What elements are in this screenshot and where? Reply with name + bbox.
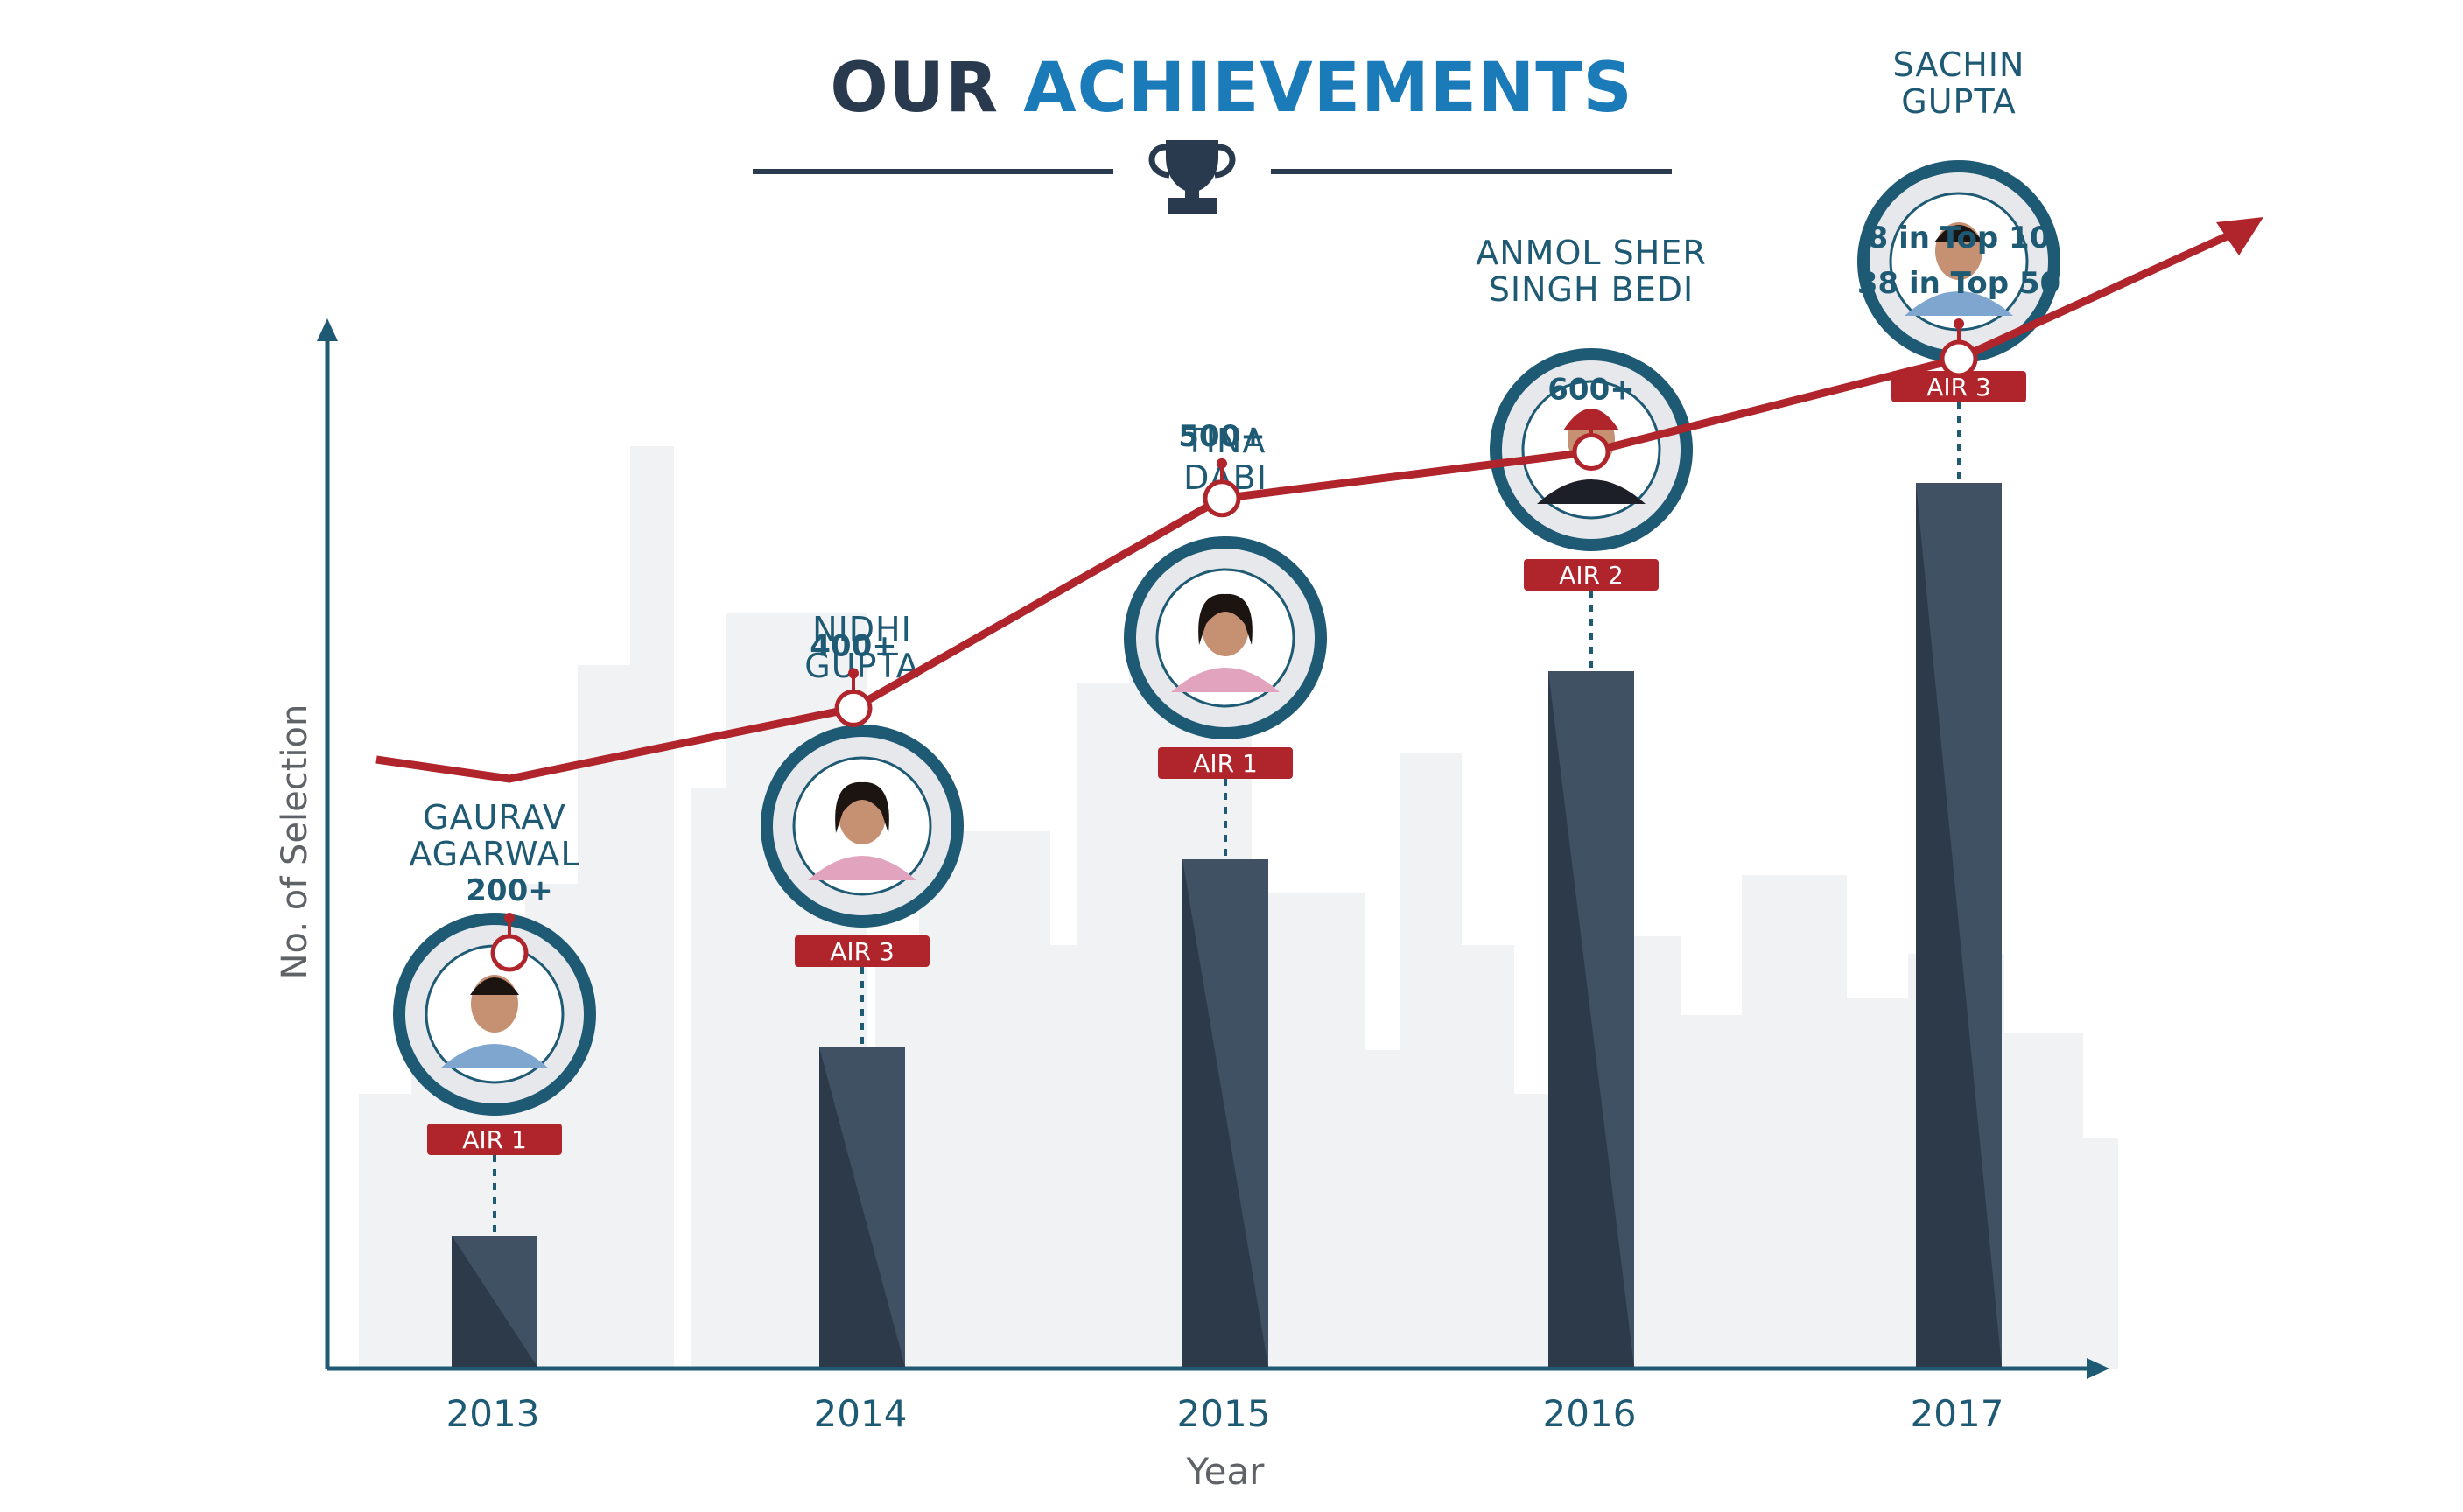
portrait-shoulders — [440, 1044, 549, 1068]
bar-2017 — [1916, 483, 2002, 1367]
topper-photo — [761, 724, 964, 928]
x-tick-label: 2016 — [1543, 1392, 1637, 1435]
x-tick-label: 2013 — [446, 1392, 540, 1435]
topper-photo — [1124, 536, 1327, 739]
bar-highlight — [452, 1236, 537, 1367]
bar-highlight — [1916, 483, 2002, 1367]
skyline-building — [1400, 752, 1462, 1368]
selection-count-label: 400+ — [810, 628, 896, 663]
portrait-shoulders — [1171, 668, 1280, 692]
woman-portrait-icon — [1171, 593, 1280, 692]
rank-badge-bg — [795, 935, 930, 967]
selection-count-label: 600+ — [1547, 373, 1634, 408]
trend-point-marker — [1572, 433, 1610, 472]
rank-badge: AIR 2 — [1524, 559, 1659, 591]
portrait-hair — [1198, 593, 1253, 645]
man-portrait-icon — [440, 975, 549, 1068]
portrait-shoulders — [1905, 291, 2013, 316]
x-tick-label: 2015 — [1177, 1392, 1271, 1435]
skyline-building — [630, 446, 674, 1368]
x-tick-label: 2017 — [1911, 1392, 2004, 1435]
trend-point-pin — [1217, 458, 1227, 469]
man-portrait-icon — [1905, 222, 2013, 316]
bar-2015 — [1182, 859, 1268, 1367]
rank-badge-bg — [1158, 747, 1293, 779]
bar-2016 — [1548, 671, 1634, 1367]
y-axis-arrow — [317, 318, 338, 341]
topper-name-line: SINGH BEDI — [1489, 270, 1694, 309]
x-axis-arrow — [2087, 1358, 2109, 1379]
bar-highlight — [1182, 859, 1268, 1367]
trend-point-marker — [490, 934, 529, 972]
x-tick-label: 2014 — [814, 1392, 908, 1435]
final-note-line: 8 in Top 10 — [1868, 220, 2051, 256]
chart-text-labels: 2013 2014 2015 2016 2017 Year No. of Selection — [275, 704, 2003, 1493]
topper-name-line: GUPTA — [1901, 82, 2016, 121]
selection-count-label: 200+ — [466, 873, 552, 908]
rank-badge-text: AIR 3 — [830, 937, 895, 966]
trend-point-2013: 200+ — [466, 873, 553, 972]
trend-point-pin — [1954, 318, 1964, 329]
bar-highlight — [819, 1047, 905, 1367]
woman-portrait-icon — [808, 781, 916, 880]
trend-point-pin — [1586, 411, 1596, 423]
trend-point-marker — [1203, 480, 1241, 518]
rank-badge-bg — [1524, 559, 1659, 591]
topper-name-line: GAURAV — [423, 798, 566, 836]
bar-highlight — [1548, 671, 1634, 1367]
trend-point-pin — [848, 668, 859, 679]
selection-count-label: 500+ — [1178, 419, 1265, 454]
chart-axes — [317, 318, 2109, 1379]
page-title: OUR ACHIEVEMENTS — [0, 54, 2463, 122]
rank-badge-text: AIR 1 — [1193, 749, 1258, 778]
topper-photo — [1857, 160, 2060, 363]
bar-2013 — [452, 1236, 537, 1367]
topper-name-line: SACHIN — [1893, 46, 2025, 84]
trend-point-marker — [834, 689, 873, 727]
rank-badge-bg — [1891, 371, 2026, 402]
y-axis-title: No. of Selection — [275, 704, 315, 980]
skyline-building — [2048, 1138, 2118, 1368]
portrait-hair — [470, 977, 519, 995]
rank-badge-bg — [427, 1124, 562, 1155]
portrait-hair — [835, 781, 889, 833]
topper-name-line: AGARWAL — [409, 835, 579, 873]
x-axis-title: Year — [1186, 1450, 1266, 1493]
trend-point-2016: 600+ — [1547, 373, 1635, 472]
rank-badge-text: AIR 2 — [1559, 561, 1624, 590]
rank-badge: AIR 3 — [795, 935, 930, 967]
title-part-1: OUR — [830, 49, 1000, 128]
trend-point-2015: 500+ — [1178, 419, 1266, 518]
title-decoration — [753, 140, 1672, 214]
title-part-2: ACHIEVEMENTS — [1023, 49, 1633, 128]
trend-arrow-head — [2216, 217, 2263, 256]
trend-point-marker — [1940, 340, 1978, 378]
portrait-hair — [1934, 225, 1983, 242]
portrait-shoulders — [808, 856, 916, 880]
trophy-icon — [1148, 140, 1236, 214]
rank-badge-text: AIR 1 — [462, 1125, 527, 1154]
topper-name-line: ANMOL SHER — [1476, 234, 1706, 272]
rank-badge: AIR 1 — [1158, 747, 1293, 779]
topper-name-line: NIDHI — [812, 610, 912, 648]
topper-photo — [393, 913, 596, 1116]
rank-badge: AIR 1 — [427, 1124, 562, 1155]
trend-point-2014: 400+ — [810, 628, 897, 727]
selection-trend-line: 200+ 400+ 500+ 600+ 8 in Top 10 38 in Top 50 — [375, 217, 2263, 972]
trend-point-2017 — [1940, 318, 1978, 378]
final-note-line: 38 in Top 50 — [1857, 266, 2060, 301]
trend-point-pin — [504, 913, 515, 923]
bar-series — [452, 483, 2002, 1367]
topper-name-line: TINA — [1184, 422, 1267, 460]
rank-badge: AIR 3 — [1891, 371, 2026, 402]
bar-2014 — [819, 1047, 905, 1367]
portrait-shoulders — [1537, 480, 1646, 504]
